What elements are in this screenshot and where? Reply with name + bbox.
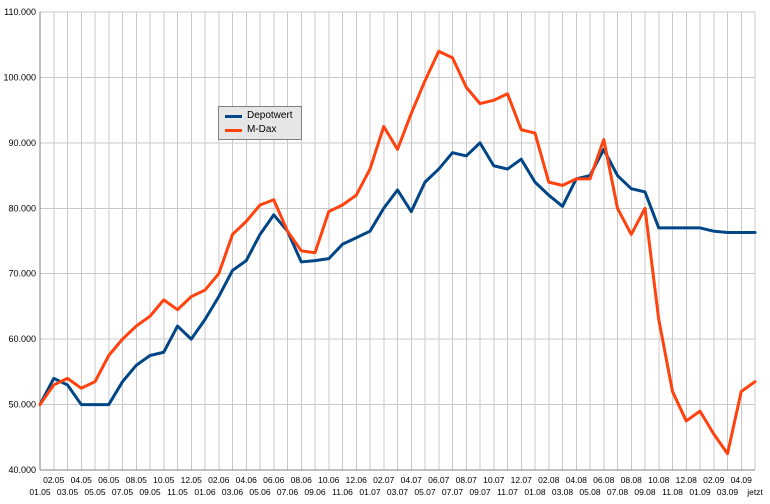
x-axis-label: 01.07	[359, 487, 381, 497]
y-axis-label: 90.000	[8, 138, 36, 148]
y-axis-label: 50.000	[8, 400, 36, 410]
x-axis-label: jetzt	[746, 487, 763, 497]
x-axis-label: 06.07	[428, 475, 450, 485]
x-axis-label: 01.08	[524, 487, 546, 497]
x-axis-label: 10.05	[153, 475, 175, 485]
legend-label-depotwert: Depotwert	[247, 110, 293, 121]
x-axis-label: 07.05	[112, 487, 134, 497]
series-line-m-dax	[38, 49, 757, 456]
x-axis-label: 10.06	[318, 475, 340, 485]
chart-legend: Depotwert M-Dax	[218, 106, 302, 140]
x-axis-label: 12.05	[181, 475, 203, 485]
x-axis-label: 09.06	[304, 487, 326, 497]
x-axis-label: 03.06	[222, 487, 244, 497]
legend-entry-depotwert: Depotwert	[225, 111, 293, 121]
x-axis-label: 02.07	[373, 475, 395, 485]
x-axis-label: 02.08	[538, 475, 560, 485]
x-axis-label: 05.05	[84, 487, 106, 497]
y-axis-label: 70.000	[8, 269, 36, 279]
x-axis-label: 12.08	[676, 475, 698, 485]
x-axis-label: 03.05	[57, 487, 79, 497]
x-axis-label: 09.05	[139, 487, 161, 497]
x-axis-label: 03.08	[552, 487, 574, 497]
x-axis-label: 06.08	[593, 475, 615, 485]
legend-entry-mdax: M-Dax	[225, 125, 293, 135]
x-axis-label: 03.09	[717, 487, 739, 497]
x-axis-label: 05.06	[249, 487, 271, 497]
x-axis-label: 07.07	[442, 487, 464, 497]
x-axis-label: 08.08	[621, 475, 643, 485]
x-axis-label: 07.08	[607, 487, 629, 497]
mdax-line-swatch	[225, 128, 242, 132]
x-axis-label: 11.06	[332, 487, 353, 497]
y-axis-label: 100.000	[3, 72, 36, 82]
x-axis-label: 04.08	[566, 475, 588, 485]
x-axis-label: 01.09	[689, 487, 711, 497]
x-axis-label: 10.08	[648, 475, 670, 485]
x-axis-label: 02.05	[43, 475, 65, 485]
x-axis-label: 07.06	[277, 487, 299, 497]
x-axis-label: 01.06	[194, 487, 216, 497]
legend-label-mdax: M-Dax	[247, 124, 277, 135]
series-line-depotwert	[38, 141, 757, 407]
x-axis-label: 01.05	[29, 487, 51, 497]
x-axis-label: 06.06	[263, 475, 285, 485]
x-axis-label: 12.07	[511, 475, 533, 485]
x-axis-label: 08.06	[291, 475, 313, 485]
y-axis-label: 80.000	[8, 203, 36, 213]
x-axis-label: 09.07	[469, 487, 491, 497]
x-axis-label: 08.07	[456, 475, 478, 485]
x-axis-label: 06.05	[98, 475, 120, 485]
x-axis-label: 04.07	[401, 475, 423, 485]
y-axis-label: 110.000	[4, 7, 36, 17]
y-axis-label: 60.000	[8, 334, 36, 344]
x-axis-label: 02.09	[703, 475, 725, 485]
depotwert-line-swatch	[225, 114, 242, 118]
x-axis-label: 12.06	[346, 475, 368, 485]
x-axis-label: 02.06	[208, 475, 230, 485]
x-axis-label: 11.05	[167, 487, 188, 497]
x-axis-label: 11.07	[497, 487, 518, 497]
x-axis-label: 09.08	[634, 487, 656, 497]
x-axis-label: 04.05	[71, 475, 93, 485]
x-axis-label: 11.08	[662, 487, 683, 497]
x-axis-label: 04.09	[731, 475, 753, 485]
x-axis-label: 08.05	[126, 475, 148, 485]
x-axis-label: 03.07	[387, 487, 409, 497]
y-axis-label: 40.000	[8, 465, 36, 475]
x-axis-label: 05.07	[414, 487, 436, 497]
x-axis-label: 04.06	[236, 475, 258, 485]
x-axis-label: 05.08	[579, 487, 601, 497]
x-axis-label: 10.07	[483, 475, 505, 485]
